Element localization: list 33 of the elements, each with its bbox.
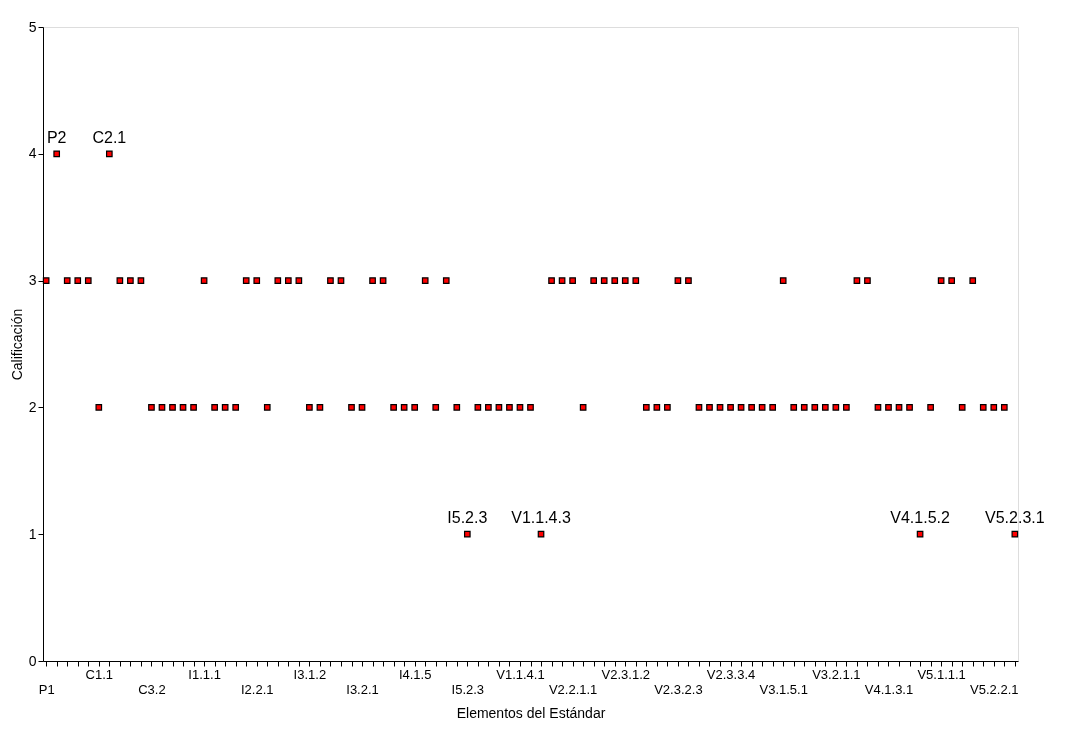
- x-tick-label: I1.1.1: [188, 666, 221, 682]
- x-tick-label: I3.1.2: [293, 666, 327, 682]
- x-tick-label: V3.1.5.1: [759, 681, 808, 697]
- data-label: V1.1.4.3: [511, 509, 571, 527]
- data-label: V5.2.3.1: [985, 509, 1045, 527]
- x-tick-label: V1.1.4.1: [496, 666, 545, 682]
- x-tick-label: V3.2.1.1: [812, 666, 861, 682]
- x-tick-label: V4.1.3.1: [864, 681, 914, 697]
- x-tick-label: V2.2.1.1: [548, 681, 598, 697]
- x-tick-label: I3.2.1: [346, 681, 379, 697]
- x-tick-label: C1.1: [85, 666, 114, 682]
- y-tick-label: 5: [28, 18, 37, 35]
- x-axis-title: Elementos del Estándar: [456, 704, 606, 721]
- y-tick-label: 1: [28, 525, 37, 542]
- x-tick-label: I2.2.1: [240, 681, 274, 697]
- y-tick-label: 2: [28, 398, 37, 415]
- x-tick-label: V2.3.2.3: [654, 681, 703, 697]
- data-label: I5.2.3: [447, 509, 488, 527]
- y-axis-title: Calificación: [8, 308, 25, 381]
- x-tick-label: V5.1.1.1: [917, 666, 966, 682]
- x-tick-label: P1: [38, 681, 55, 697]
- x-tick-label: V2.3.3.4: [706, 666, 756, 682]
- x-tick-label: I4.1.5: [398, 666, 432, 682]
- data-label: P2: [46, 128, 67, 146]
- data-label: V4.1.5.2: [890, 509, 950, 527]
- x-tick-label: I5.2.3: [451, 681, 485, 697]
- x-tick-label: C3.2: [138, 681, 166, 697]
- y-tick-label: 0: [28, 652, 37, 669]
- x-tick-label: V5.2.2.1: [970, 681, 1019, 697]
- data-label: C2.1: [92, 128, 127, 146]
- x-tick-label: V2.3.1.2: [601, 666, 650, 682]
- y-tick-label: 3: [28, 272, 37, 289]
- y-tick-label: 4: [28, 145, 37, 162]
